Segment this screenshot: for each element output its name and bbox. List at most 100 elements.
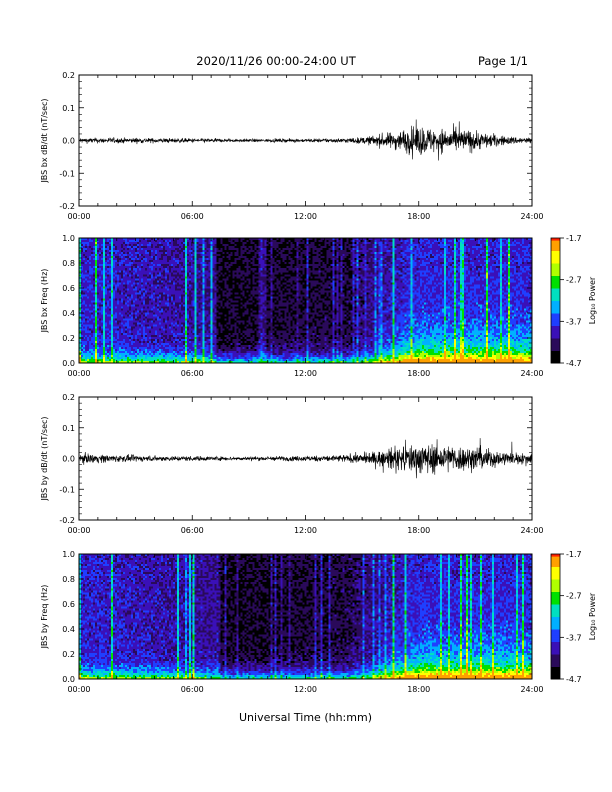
colorbar-segment (551, 321, 560, 324)
panel-1: 00:00 06:00 12:00 18:00 24:00 -0.2 -0.1 0.0 0.1 0… (40, 71, 544, 221)
y-tick-label: 0.4 (62, 309, 75, 318)
y-tick-label: 1.0 (62, 234, 75, 243)
panel-3-ylabel: JBS by dB/dt (nT/sec) (40, 416, 49, 501)
panel-4-ylabel: JBS by Freq (Hz) (40, 585, 49, 650)
colorbar-segment (551, 664, 560, 667)
colorbar-segment (551, 633, 560, 636)
colorbar-segment (551, 279, 560, 283)
colorbar-segment (551, 354, 560, 358)
colorbar-tick-label: -1.7 (566, 234, 582, 243)
panel-2-ylabel: JBS bx Freq (Hz) (40, 269, 49, 334)
colorbar-segment (551, 275, 560, 279)
x-tick-label: 00:00 (67, 212, 90, 221)
colorbar-segment (551, 342, 560, 345)
colorbar-segment (551, 271, 560, 274)
panel-4: -1.7 -2.7 -3.7 -4.7 Log₁₀ Power 00:00 06:00 12:… (40, 550, 597, 724)
colorbar-frame (550, 237, 561, 364)
y-tick-label: 0.0 (62, 359, 75, 368)
colorbar-segment (551, 300, 560, 304)
colorbar-segment (551, 622, 560, 626)
x-tick-label: 24:00 (520, 526, 543, 535)
colorbar-frame (550, 553, 561, 680)
colorbar-tick-label: -3.7 (566, 317, 582, 326)
colorbar-segment (551, 298, 560, 301)
x-tick-label: 24:00 (520, 369, 543, 378)
colorbar-segment (551, 597, 560, 601)
y-tick-label: 0.6 (62, 284, 75, 293)
colorbar-segment (551, 238, 560, 241)
colorbar-tick-label: -2.7 (566, 276, 582, 285)
colorbar-segment (551, 606, 560, 609)
x-tick-label: 12:00 (294, 685, 317, 694)
y-tick-label: 0.2 (62, 393, 75, 402)
panels: 00:00 06:00 12:00 18:00 24:00 -0.2 -0.1 0.0 0.1 0… (40, 71, 597, 724)
colorbar-segment (551, 676, 560, 680)
colorbar-segment (551, 604, 560, 607)
colorbar-segment (551, 599, 560, 603)
colorbar-segment (551, 260, 560, 264)
colorbar-label: Log₁₀ Power (588, 276, 597, 324)
colorbar-segment (551, 331, 560, 335)
colorbar-segment (551, 294, 560, 297)
colorbar-segment (551, 564, 560, 567)
x-tick-label: 18:00 (407, 526, 430, 535)
colorbar-segment (551, 581, 560, 584)
colorbar-segment (551, 256, 560, 260)
colorbar-segment (551, 319, 560, 322)
colorbar-segment (551, 637, 560, 640)
colorbar-segment (551, 340, 560, 343)
colorbar-segment (551, 310, 560, 314)
colorbar-segment (551, 662, 560, 665)
colorbar-segment (551, 265, 560, 268)
colorbar-segment (551, 329, 560, 333)
colorbar-segment (551, 360, 560, 364)
colorbar-segment (551, 288, 560, 291)
y-tick-label: 0.4 (62, 625, 75, 634)
colorbar-segment (551, 350, 560, 354)
colorbar-segment (551, 325, 560, 329)
x-tick-label: 12:00 (294, 369, 317, 378)
colorbar-segment (551, 616, 560, 620)
x-axis-label: Universal Time (hh:mm) (239, 711, 372, 724)
colorbar-segment (551, 610, 560, 613)
colorbar-segment (551, 554, 560, 557)
colorbar-segment (551, 641, 560, 645)
colorbar-segment (551, 308, 560, 312)
colorbar-segment (551, 292, 560, 295)
y-tick-label: 0.2 (62, 650, 75, 659)
colorbar-segment (551, 273, 560, 276)
colorbar-segment (551, 585, 560, 588)
colorbar-segment (551, 254, 560, 258)
colorbar-segment (551, 629, 560, 632)
x-tick-label: 00:00 (67, 526, 90, 535)
colorbar-segment (551, 290, 560, 293)
y-tick-label: -0.1 (59, 485, 75, 494)
colorbar-segment (551, 647, 560, 651)
colorbar-segment (551, 579, 560, 582)
y-tick-label: 0.6 (62, 600, 75, 609)
colorbar-segment (551, 658, 560, 661)
colorbar-segment (551, 285, 560, 289)
colorbar-segment (551, 344, 560, 347)
y-tick-label: 0.0 (62, 675, 75, 684)
colorbar-segment (551, 566, 560, 570)
colorbar-segment (551, 660, 560, 663)
x-tick-label: 06:00 (181, 212, 204, 221)
colorbar-segment (551, 651, 560, 655)
colorbar-segment (551, 593, 560, 597)
colorbar-segment (551, 248, 560, 251)
colorbar-segment (551, 639, 560, 642)
colorbar-segment (551, 631, 560, 634)
colorbar-tick-label: -3.7 (566, 633, 582, 642)
colorbar-segment (551, 335, 560, 339)
colorbar-segment (551, 672, 560, 676)
x-tick-label: 06:00 (181, 369, 204, 378)
colorbar-segment (551, 558, 560, 561)
y-tick-label: 0.1 (62, 104, 75, 113)
x-tick-label: 18:00 (407, 212, 430, 221)
colorbar-segment (551, 620, 560, 624)
colorbar-segment (551, 317, 560, 320)
colorbar-segment (551, 281, 560, 285)
y-tick-label: -0.2 (59, 516, 75, 525)
x-tick-label: 12:00 (294, 212, 317, 221)
